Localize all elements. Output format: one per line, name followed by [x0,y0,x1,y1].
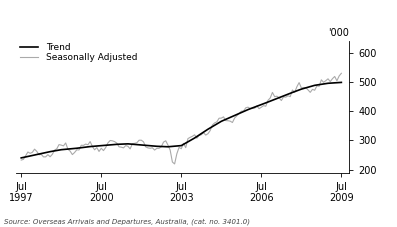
Text: Source: Overseas Arrivals and Departures, Australia, (cat. no. 3401.0): Source: Overseas Arrivals and Departures… [4,218,250,225]
Legend: Trend, Seasonally Adjusted: Trend, Seasonally Adjusted [20,43,137,62]
Text: '000: '000 [328,28,349,38]
